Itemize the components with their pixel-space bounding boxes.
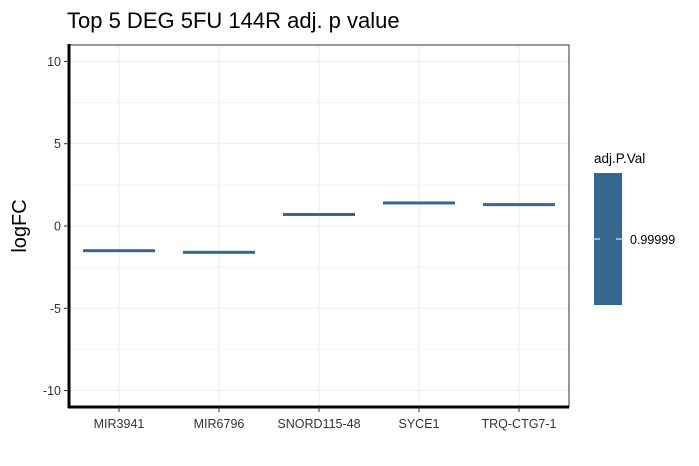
- y-axis-label: logFC: [9, 199, 31, 252]
- x-tick-label: SNORD115-48: [277, 417, 360, 431]
- y-tick-label: 10: [47, 55, 61, 69]
- bars: [83, 201, 555, 254]
- y-tick-label: 0: [54, 220, 61, 234]
- legend: adj.P.Val 0.99999: [594, 151, 675, 305]
- y-tick-label: 5: [54, 137, 61, 151]
- chart-title: Top 5 DEG 5FU 144R adj. p value: [67, 8, 400, 33]
- x-tick-label: MIR6796: [194, 417, 245, 431]
- bar-MIR3941: [83, 249, 155, 253]
- gridlines: [69, 45, 569, 407]
- x-ticks: MIR3941 MIR6796 SNORD115-48 SYCE1 TRQ-CTG7-1: [94, 407, 557, 431]
- bar-TRQ-CTG7-1: [483, 203, 555, 207]
- legend-label: 0.99999: [630, 233, 675, 247]
- y-tick-label: -10: [43, 384, 61, 398]
- y-ticks: -10 -5 0 5 10: [43, 55, 69, 398]
- legend-title: adj.P.Val: [594, 151, 645, 166]
- y-tick-label: -5: [50, 302, 61, 316]
- bar-SNORD115-48: [283, 212, 355, 216]
- x-tick-label: MIR3941: [94, 417, 145, 431]
- x-tick-label: SYCE1: [399, 417, 440, 431]
- bar-SYCE1: [383, 201, 455, 205]
- x-tick-label: TRQ-CTG7-1: [482, 417, 557, 431]
- bar-MIR6796: [183, 250, 255, 254]
